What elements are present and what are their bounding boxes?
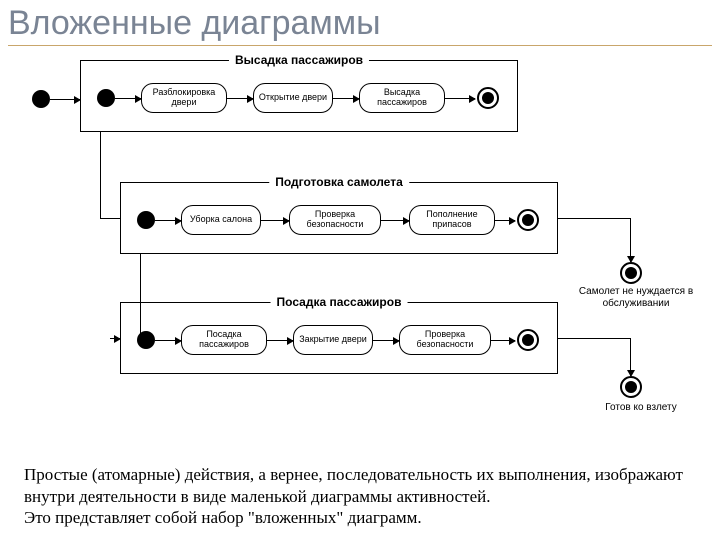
- flow-segment: [140, 254, 141, 338]
- activity-node: Закрытие двери: [293, 325, 373, 355]
- swimlane-lane2: Подготовка самолетаУборка салонаПроверка…: [120, 182, 558, 254]
- activity-node: Разблокировка двери: [141, 83, 227, 113]
- swimlane-lane3: Посадка пассажировПосадка пассажировЗакр…: [120, 302, 558, 374]
- activity-node: Уборка салона: [181, 205, 261, 235]
- activity-diagram: Высадка пассажиров Разблокировка двери Отк…: [0, 54, 720, 434]
- flow-arrow: [50, 99, 80, 100]
- initial-node-icon: [97, 89, 115, 107]
- flow-arrow: [373, 340, 399, 341]
- title-underline: [8, 45, 712, 46]
- swimlane-title: Высадка пассажиров: [229, 53, 369, 67]
- flow-arrow: [333, 98, 359, 99]
- swimlane-title: Подготовка самолета: [269, 175, 409, 189]
- activity-node: Посадка пассажиров: [181, 325, 267, 355]
- activity-node: Открытие двери: [253, 83, 333, 113]
- flow-arrow: [495, 220, 515, 221]
- flow-segment: [558, 218, 630, 219]
- flow-arrow: [381, 220, 409, 221]
- flow-arrow: [155, 340, 181, 341]
- final-node-label: Готов ко взлету: [596, 402, 686, 414]
- flow-arrow: [491, 340, 515, 341]
- initial-node-icon: [32, 90, 50, 108]
- final-node-label: Самолет не нуждается в обслуживании: [576, 286, 696, 310]
- activity-node: Пополнение припасов: [409, 205, 495, 235]
- flow-segment: [558, 338, 630, 339]
- flow-arrow: [261, 220, 289, 221]
- final-node-icon: [620, 262, 642, 284]
- page-title: Вложенные диаграммы: [0, 0, 720, 45]
- activity-node: Высадка пассажиров: [359, 83, 445, 113]
- flow-segment: [100, 132, 101, 218]
- final-node-icon: [517, 209, 539, 231]
- flow-arrow: [630, 218, 631, 262]
- flow-arrow: [155, 220, 181, 221]
- flow-segment: [100, 218, 120, 219]
- flow-arrow: [267, 340, 293, 341]
- flow-arrow: [445, 98, 475, 99]
- activity-node: Проверка безопасности: [289, 205, 381, 235]
- swimlane-title: Посадка пассажиров: [271, 295, 408, 309]
- flow-arrow: [115, 98, 141, 99]
- final-node-icon: [517, 329, 539, 351]
- flow-arrow: [227, 98, 253, 99]
- flow-arrow: [630, 338, 631, 376]
- activity-node: Проверка безопасности: [399, 325, 491, 355]
- body-paragraph: Простые (атомарные) действия, а вернее, …: [24, 464, 696, 528]
- initial-node-icon: [137, 211, 155, 229]
- final-node-icon: [620, 376, 642, 398]
- flow-arrow: [110, 338, 120, 339]
- final-node-icon: [477, 87, 499, 109]
- swimlane-lane1: Высадка пассажиров Разблокировка двери Отк…: [80, 60, 518, 132]
